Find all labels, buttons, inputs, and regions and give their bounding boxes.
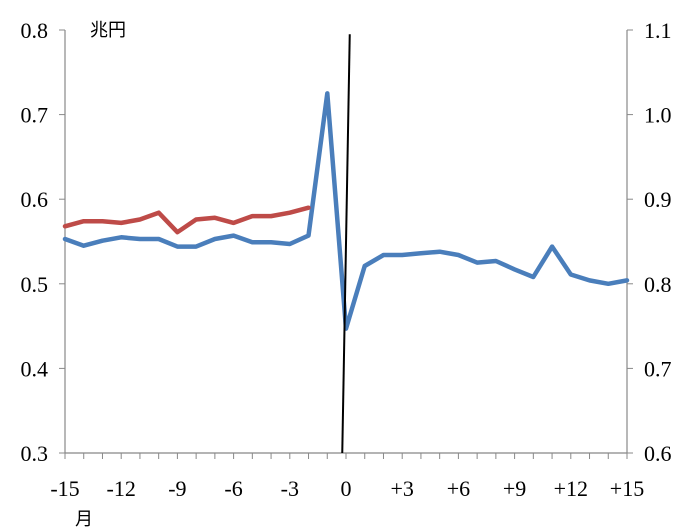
x-axis-unit-label: 月 [75,509,93,528]
left-y-tick-label: 0.5 [21,272,49,297]
x-tick-label: +6 [447,476,470,501]
x-tick-label: +12 [554,476,588,501]
event-marker-line [341,34,351,454]
left-y-tick-label: 0.8 [21,18,49,43]
x-tick-label: -12 [107,476,136,501]
x-tick-label: +15 [610,476,644,501]
series-lines [62,91,630,331]
x-tick-label: 0 [341,476,352,501]
left-y-tick-label: 0.6 [21,187,49,212]
left-y-tick-label: 0.4 [21,356,49,381]
right-y-tick-label: 0.8 [644,272,672,297]
tick-labels: -15 -12 -9 -6 -3 0 +3 +6 +9 +12 +15 0.3 0.4 0.5 0.6 0.7… [21,18,672,501]
right-y-tick-label: 0.6 [644,441,672,466]
left-y-tick-label: 0.7 [21,103,49,128]
left-axis-unit-label: 兆円 [90,20,126,41]
series-line-1 [62,91,630,331]
right-y-tick-label: 1.1 [644,18,672,43]
x-tick-label: -3 [281,476,299,501]
right-y-tick-label: 0.9 [644,187,672,212]
x-tick-label: -9 [168,476,186,501]
x-tick-label: +3 [390,476,413,501]
left-y-tick-label: 0.3 [21,441,49,466]
right-y-tick-label: 0.7 [644,356,672,381]
x-tick-label: -15 [50,476,79,501]
tick-marks [59,29,633,459]
series-line-2 [62,205,311,235]
x-tick-label: -6 [224,476,242,501]
x-tick-label: +9 [503,476,526,501]
right-y-tick-label: 1.0 [644,103,672,128]
